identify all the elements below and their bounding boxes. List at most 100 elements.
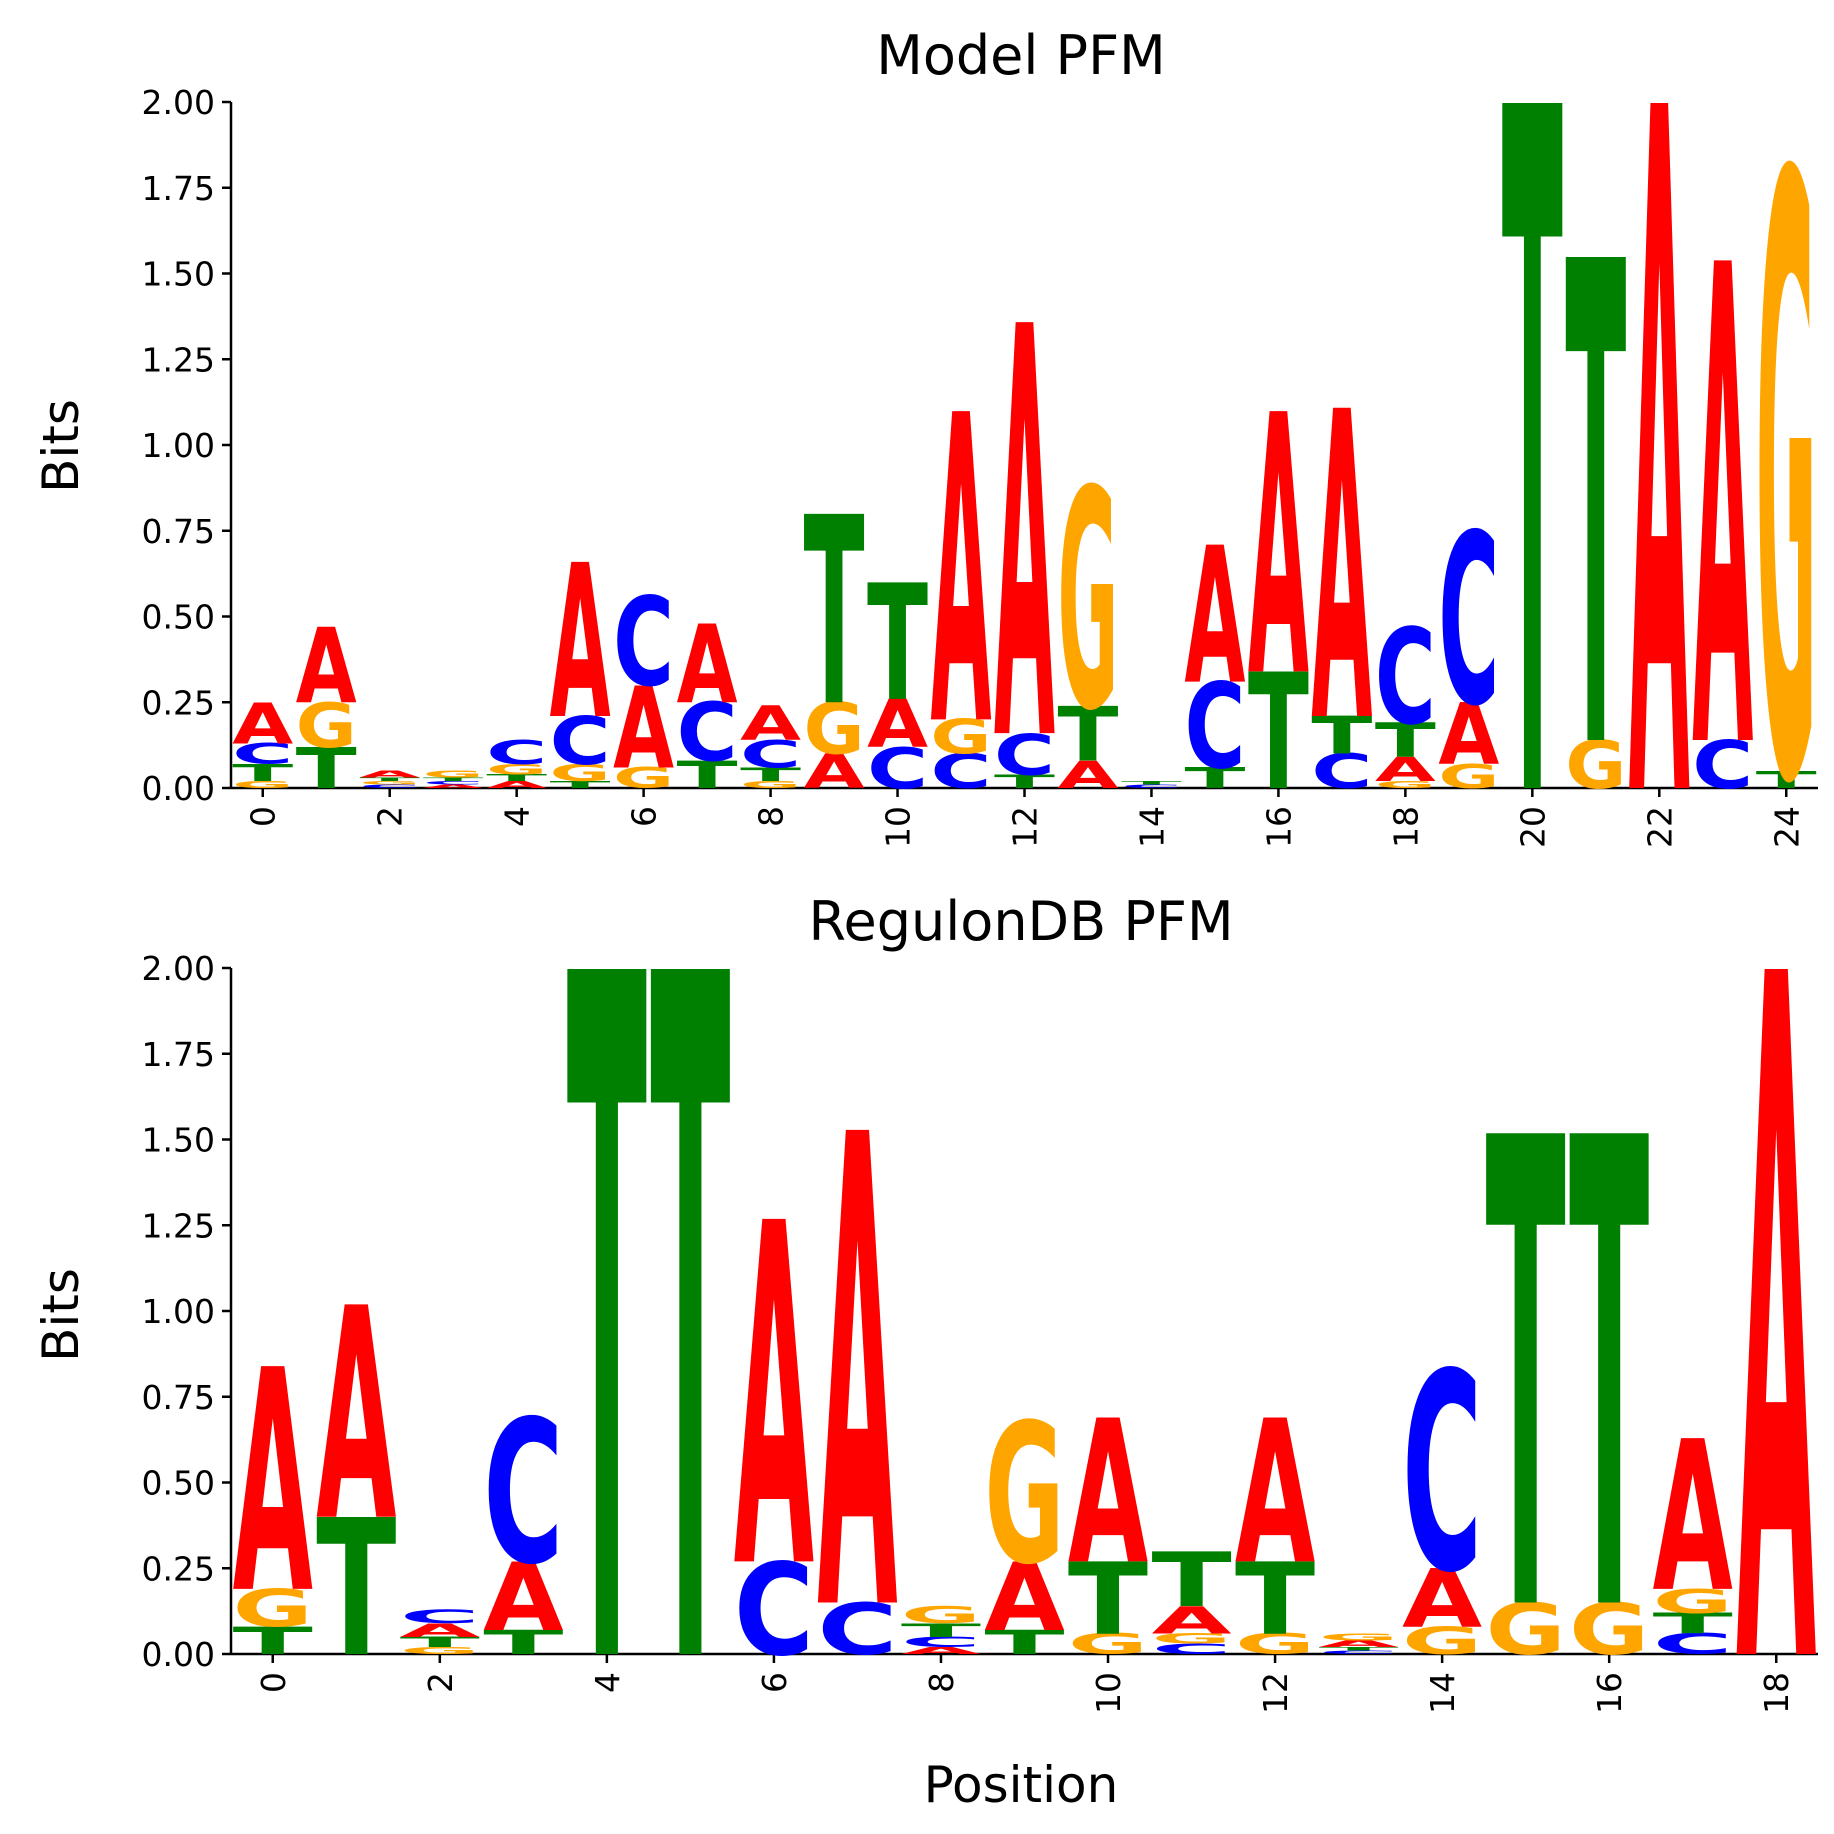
logo-letter-a: A [1058, 753, 1119, 797]
model-pfm-ylabel: Bits [32, 399, 90, 493]
logo-letter-a: A [734, 1126, 815, 1673]
logo-letter-t: T [1311, 706, 1372, 766]
logo-letter-g: G [486, 761, 547, 778]
logo-letter-g: G [1068, 1628, 1148, 1661]
x-tick-label: 0 [254, 1672, 293, 1693]
x-tick-label: 6 [625, 806, 664, 827]
y-tick-label: 0.75 [142, 512, 215, 551]
logo-letter-t: T [1569, 1007, 1650, 1755]
logo-letter-t: T [316, 1480, 396, 1698]
x-tick-label: 20 [1513, 806, 1552, 848]
y-tick-label: 0.25 [142, 683, 215, 722]
regulondb-pfm-ylabel: Bits [32, 1268, 90, 1362]
y-tick-label: 0.00 [142, 769, 215, 808]
x-tick-label: 2 [371, 806, 410, 827]
logo-letter-t: T [1653, 1608, 1733, 1641]
logo-letter-t: T [550, 779, 611, 790]
logo-letter-a: A [400, 1619, 481, 1641]
logo-letter-c: C [867, 736, 928, 802]
logo-letter-a: A [613, 663, 674, 794]
logo-letter-a: A [1235, 1380, 1315, 1609]
x-tick-label: 10 [879, 806, 918, 848]
logo-letter-t: T [1375, 714, 1436, 769]
logo-letter-a: A [817, 1001, 898, 1757]
y-tick-label: 1.00 [142, 1292, 215, 1331]
y-tick-label: 1.00 [142, 426, 215, 465]
x-tick-label: 0 [244, 806, 283, 827]
logo-letter-t: T [1058, 691, 1119, 778]
logo-letter-a: A [1319, 1639, 1399, 1650]
logo-letter-t: T [650, 781, 731, 1834]
regulondb-pfm-xlabel: Position [924, 1756, 1119, 1814]
logo-letter-c: C [1692, 727, 1753, 804]
logo-letter-g: G [901, 1601, 981, 1628]
regulondb-pfm-title: RegulonDB PFM [808, 890, 1233, 953]
logo-letter-t: T [1151, 1537, 1231, 1625]
x-tick-label: 18 [1757, 1672, 1796, 1714]
logo-letter-a: A [1402, 1552, 1483, 1645]
logo-letter-t: T [867, 551, 928, 737]
x-tick-label: 14 [1423, 1672, 1462, 1714]
logo-letter-g: G [400, 1645, 480, 1656]
x-tick-label: 16 [1259, 806, 1298, 848]
logo-letter-t: T [1248, 640, 1309, 826]
x-tick-label: 4 [588, 1672, 627, 1693]
logo-letter-c: C [931, 744, 992, 799]
logo-letter-a: A [1653, 1397, 1733, 1638]
x-tick-label: 14 [1132, 806, 1171, 848]
logo-letter-c: C [1121, 784, 1182, 790]
logo-letter-c: C [1653, 1628, 1733, 1661]
y-tick-label: 0.00 [142, 1635, 215, 1674]
logo-letter-a: A [1151, 1599, 1231, 1642]
logo-letter-c: C [232, 738, 293, 771]
x-tick-label: 22 [1640, 806, 1679, 848]
logo-letter-g: G [1486, 1589, 1566, 1671]
logo-letter-t: T [740, 764, 801, 786]
logo-letter-g: G [984, 1384, 1064, 1609]
logo-letter-a: A [740, 697, 801, 751]
logo-letter-g: G [613, 762, 674, 795]
y-tick-label: 1.75 [142, 169, 215, 208]
logo-letter-c: C [423, 780, 484, 786]
logo-letter-c: C [1438, 484, 1499, 759]
logo-letter-c: C [613, 572, 674, 715]
logo-letter-t: T [359, 777, 420, 782]
logo-letter-a: A [1736, 781, 1817, 1834]
y-tick-label: 0.25 [142, 1549, 215, 1588]
logo-letter-t: T [984, 1624, 1064, 1662]
logo-letter-t: T [233, 1619, 314, 1663]
logo-letter-g: G [1402, 1619, 1482, 1663]
logo-letter-c: C [734, 1536, 814, 1684]
logo-letter-c: C [359, 784, 420, 790]
logo-letter-g: G [1375, 779, 1436, 790]
logo-letter-c: C [550, 703, 611, 780]
logo-letter-g: G [1438, 758, 1499, 796]
x-tick-label: 18 [1386, 806, 1425, 848]
y-tick-label: 1.50 [142, 255, 215, 294]
logo-letter-c: C [994, 722, 1055, 788]
y-tick-label: 1.25 [142, 340, 215, 379]
model-pfm-panel: 0.000.250.500.751.001.251.501.752.000 2 4 6… [142, 0, 1818, 1011]
logo-letter-t: T [400, 1634, 480, 1651]
logo-letter-g: G [1569, 1589, 1649, 1671]
logo-letter-a: A [867, 687, 928, 763]
logo-letter-g: G [804, 689, 865, 771]
logo-letter-a: A [1248, 340, 1310, 756]
logo-letter-t: T [994, 771, 1055, 793]
logo-letter-a: A [316, 1246, 396, 1586]
logo-letter-a: A [550, 520, 611, 767]
logo-letter-a: A [232, 692, 293, 758]
logo-letter-c: C [1311, 744, 1372, 799]
logo-letter-t: T [296, 736, 357, 802]
logo-letter-g: G [550, 759, 611, 786]
y-tick-label: 2.00 [142, 949, 215, 988]
y-tick-label: 1.50 [142, 1121, 215, 1160]
logo-letter-t: T [804, 463, 865, 764]
logo-letter-t: T [1756, 766, 1818, 793]
logo-letter-c: C [901, 1634, 981, 1650]
logo-letter-g: G [1756, 7, 1817, 965]
logo-letter-a: A [804, 745, 865, 799]
logo-letter-g: G [740, 779, 801, 790]
